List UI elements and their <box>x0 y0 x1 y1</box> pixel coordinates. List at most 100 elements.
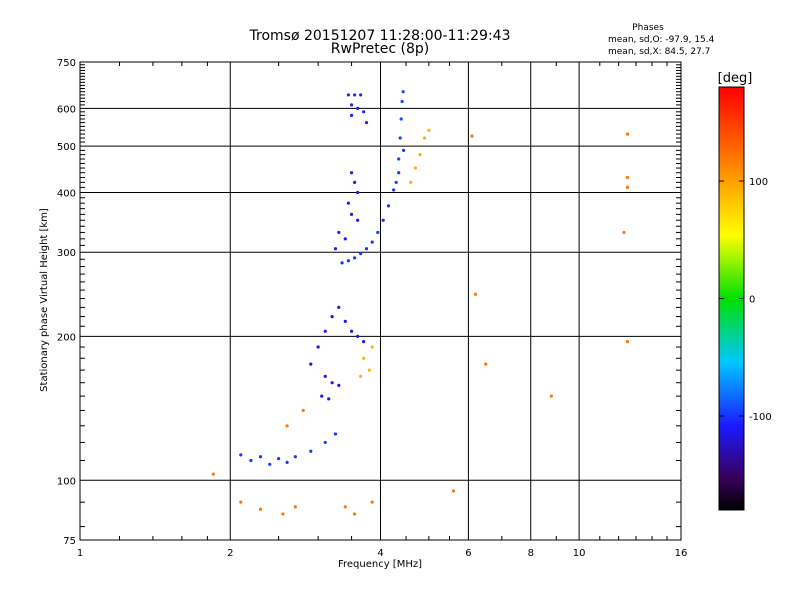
grid-lines <box>80 62 681 540</box>
data-point <box>397 171 401 175</box>
y-tick-label: 500 <box>57 142 76 153</box>
data-point <box>362 356 366 360</box>
data-point <box>625 185 630 189</box>
x-tick-label: 10 <box>573 548 586 559</box>
data-point <box>323 374 327 378</box>
y-tick-label: 600 <box>57 104 76 115</box>
data-point <box>211 472 215 476</box>
data-point <box>343 237 347 241</box>
data-point <box>473 292 478 296</box>
data-point <box>285 424 289 428</box>
data-point <box>258 507 263 511</box>
data-point <box>320 394 324 398</box>
data-point <box>401 90 405 94</box>
data-point <box>364 247 369 251</box>
data-point <box>337 383 341 387</box>
data-point <box>359 374 363 378</box>
chart-title: Tromsø 20151207 11:28:00-11:29:43 <box>249 28 511 44</box>
data-point <box>330 315 334 319</box>
data-point <box>309 449 313 453</box>
phases-line-o: mean, sd,O: -97.9, 15.4 <box>608 35 715 45</box>
data-point <box>249 458 253 463</box>
data-point <box>422 136 427 140</box>
data-point <box>293 455 297 459</box>
data-point <box>484 362 488 366</box>
data-point <box>330 381 334 385</box>
data-point <box>349 113 354 117</box>
colorbar-label: [deg] <box>718 71 753 86</box>
data-point <box>349 212 354 216</box>
data-point <box>470 134 474 138</box>
data-point <box>349 329 354 333</box>
data-point <box>337 305 341 309</box>
data-point <box>376 230 380 235</box>
data-point <box>625 175 630 180</box>
data-point <box>258 455 263 459</box>
y-tick-label: 75 <box>63 536 76 547</box>
data-point <box>268 462 272 466</box>
y-tick-label: 750 <box>57 58 76 69</box>
colorbar-ticks: 100 0 -100 <box>719 177 772 423</box>
data-point <box>364 121 369 125</box>
data-point <box>625 132 630 136</box>
phases-header: Phases <box>632 23 664 33</box>
phases-line-x: mean, sd,X: 84.5, 27.7 <box>608 47 710 57</box>
data-point <box>413 166 418 170</box>
data-point <box>625 340 630 344</box>
colorbar-tick-label: -100 <box>749 412 772 423</box>
data-point <box>353 180 357 184</box>
data-point <box>327 397 331 401</box>
data-point <box>392 188 396 192</box>
x-tick-label: 4 <box>377 548 383 559</box>
colorbar-tick-label: 100 <box>749 177 768 188</box>
x-axis-ticks: 1 2 4 6 8 10 16 <box>77 62 688 559</box>
data-point <box>622 230 626 235</box>
data-point <box>400 99 404 104</box>
data-point <box>356 106 360 110</box>
data-point <box>362 110 366 114</box>
data-point <box>381 218 385 222</box>
data-point <box>239 500 243 504</box>
data-point <box>293 505 297 509</box>
data-point <box>451 489 456 493</box>
y-tick-label: 200 <box>57 332 76 343</box>
data-point <box>386 204 391 208</box>
chart-subtitle: RwPretec (8p) <box>331 41 429 57</box>
y-tick-label: 100 <box>57 476 76 487</box>
y-axis-label: Stationary phase Virtual Height [km] <box>39 208 50 392</box>
data-point <box>356 218 360 222</box>
x-axis-label: Frequency [MHz] <box>338 559 422 570</box>
data-point <box>370 500 374 504</box>
data-point <box>399 117 403 121</box>
data-point <box>323 440 327 445</box>
data-point <box>349 103 354 107</box>
data-point <box>239 453 243 457</box>
data-point <box>343 319 347 323</box>
data-point <box>343 505 347 509</box>
data-point <box>353 93 357 97</box>
y-axis-ticks: 75 100 200 300 400 500 600 750 <box>57 58 681 547</box>
data-point <box>333 247 338 251</box>
data-point <box>367 368 371 372</box>
data-point <box>370 345 374 349</box>
data-point <box>309 362 313 366</box>
data-point <box>427 128 431 132</box>
data-point <box>409 180 413 184</box>
data-point <box>353 256 357 260</box>
data-point <box>346 93 351 97</box>
y-tick-label: 400 <box>57 188 76 199</box>
data-point <box>359 93 363 97</box>
data-point <box>402 148 406 152</box>
data-point <box>346 201 351 205</box>
data-point <box>397 157 401 161</box>
data-point <box>359 252 363 256</box>
data-point <box>301 408 305 413</box>
data-point <box>346 259 351 263</box>
colorbar-tick-label: 0 <box>749 295 755 306</box>
x-tick-label: 1 <box>77 548 83 559</box>
data-point <box>362 340 366 344</box>
data-point <box>356 190 360 195</box>
data-point <box>418 153 422 157</box>
x-tick-label: 16 <box>675 548 688 559</box>
